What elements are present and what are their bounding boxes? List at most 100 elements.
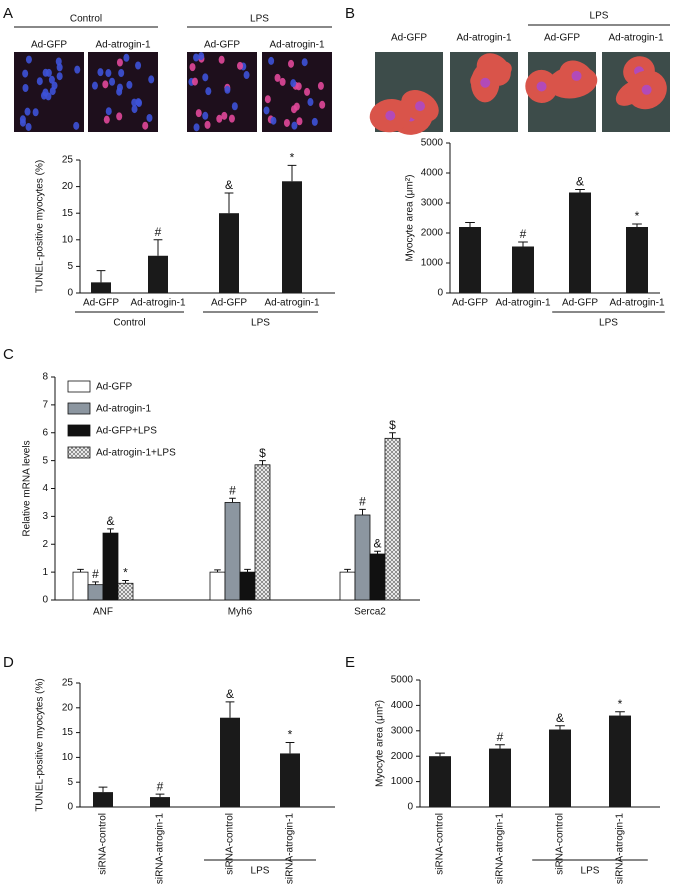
significance-mark: $	[259, 446, 266, 460]
group-label: LPS	[599, 318, 618, 329]
legend-label: Ad-GFP	[96, 382, 132, 393]
nucleus	[202, 73, 209, 82]
error-bar	[344, 568, 351, 573]
y-tick-label: 3	[42, 511, 48, 522]
y-tick-label: 4	[42, 483, 48, 494]
y-tick-label: 2000	[421, 228, 444, 239]
nucleus	[116, 83, 123, 92]
micrograph	[525, 52, 598, 132]
error-bar	[374, 550, 381, 555]
cell-nucleus	[641, 84, 652, 95]
y-axis-label: Relative mRNA levels	[22, 440, 33, 536]
error-bar	[495, 744, 505, 749]
nucleus	[216, 114, 223, 123]
nucleus	[291, 121, 298, 130]
x-tick-label: Myh6	[228, 607, 253, 618]
significance-mark: #	[155, 225, 162, 239]
bar	[219, 213, 239, 293]
micrograph	[450, 52, 518, 132]
image-label: Ad-GFP	[544, 33, 580, 44]
nucleus	[73, 121, 80, 130]
y-tick-label: 20	[62, 181, 74, 192]
nucleus	[224, 85, 231, 94]
x-tick-label: Serca2	[354, 607, 386, 618]
nucleus	[40, 91, 47, 100]
nucleus	[32, 108, 39, 117]
bar	[102, 532, 119, 601]
x-tick-label: ANF	[93, 607, 113, 618]
significance-mark: *	[288, 728, 293, 742]
y-tick-label: 2000	[391, 751, 414, 762]
significance-mark: &	[225, 178, 233, 192]
error-bar	[259, 460, 266, 465]
nucleus	[202, 111, 209, 120]
nucleus	[311, 117, 318, 126]
error-bar	[224, 192, 234, 214]
y-tick-label: 5	[67, 261, 73, 272]
nucleus	[307, 98, 314, 107]
nucleus	[304, 87, 311, 96]
micrograph	[602, 52, 670, 132]
bar	[93, 792, 113, 807]
error-bar	[555, 725, 565, 730]
bar	[512, 246, 534, 293]
cell-nucleus	[415, 101, 426, 112]
bar	[354, 514, 371, 601]
y-tick-label: 25	[62, 678, 74, 689]
bar	[224, 502, 241, 601]
legend-swatch	[67, 424, 91, 437]
nucleus	[279, 77, 286, 86]
significance-mark: #	[520, 227, 527, 241]
bar	[254, 464, 271, 601]
significance-mark: *	[123, 566, 128, 580]
error-bar	[98, 786, 108, 793]
nucleus	[135, 61, 142, 70]
y-tick-label: 0	[67, 288, 73, 299]
bar	[339, 571, 356, 601]
panel-letter: D	[3, 654, 14, 671]
bar	[87, 584, 104, 601]
nucleus	[228, 114, 235, 123]
panel-letter: C	[3, 346, 14, 363]
nucleus	[36, 77, 43, 86]
nucleus	[231, 102, 238, 111]
y-tick-label: 6	[42, 427, 48, 438]
x-tick-label: siRNA-control	[555, 813, 566, 875]
micrograph	[262, 52, 332, 132]
y-tick-label: 5000	[391, 675, 414, 686]
nucleus	[123, 53, 130, 62]
cell-nucleus	[571, 70, 582, 81]
nucleus	[204, 120, 211, 129]
image-label: Ad-atrogin-1	[456, 33, 511, 44]
bar	[569, 192, 591, 293]
nucleus	[319, 100, 326, 109]
y-tick-label: 10	[62, 752, 74, 763]
y-tick-label: 1	[42, 567, 48, 578]
nucleus	[24, 107, 31, 116]
significance-mark: &	[373, 536, 381, 550]
error-bar	[615, 711, 625, 716]
bar	[209, 571, 226, 601]
y-tick-label: 4000	[421, 168, 444, 179]
significance-mark: #	[359, 495, 366, 509]
y-tick-label: 1000	[391, 776, 414, 787]
nucleus	[205, 87, 212, 96]
y-tick-label: 0	[67, 802, 73, 813]
bar	[384, 437, 401, 601]
error-bar	[214, 569, 221, 573]
significance-mark: #	[497, 730, 504, 744]
group-label: Control	[113, 318, 145, 329]
error-bar	[77, 568, 84, 573]
nucleus	[290, 79, 297, 88]
error-bar	[287, 164, 297, 182]
x-tick-label: siRNA-control	[435, 813, 446, 875]
nucleus	[102, 80, 109, 89]
bar	[282, 181, 302, 293]
x-tick-label: Ad-atrogin-1	[264, 298, 319, 309]
x-tick-label: siRNA-atrogin-1	[285, 813, 296, 884]
error-bar	[229, 497, 236, 503]
y-tick-label: 20	[62, 702, 74, 713]
nucleus	[22, 83, 29, 92]
y-tick-label: 0	[407, 802, 413, 813]
bar	[220, 717, 240, 807]
